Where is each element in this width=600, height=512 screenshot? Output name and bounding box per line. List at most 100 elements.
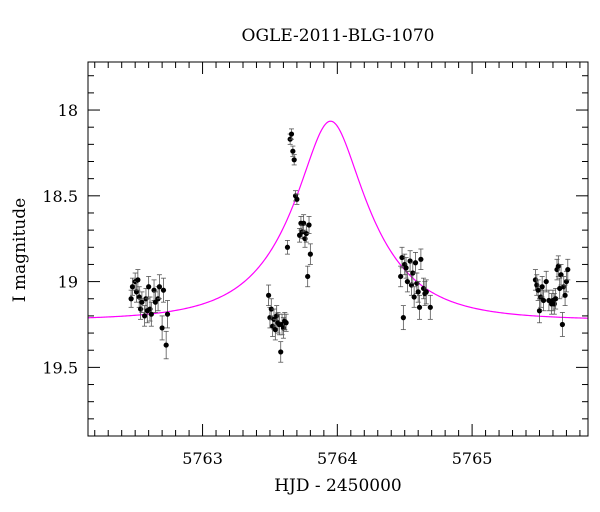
data-point [543, 270, 549, 293]
point-marker [403, 265, 409, 271]
point-marker [563, 278, 570, 285]
point-marker [559, 321, 565, 328]
point-marker [160, 287, 167, 293]
point-marker [404, 278, 411, 285]
y-tick-label: 19 [58, 273, 78, 292]
point-marker [283, 320, 289, 326]
point-marker [553, 296, 559, 302]
point-marker [303, 230, 309, 237]
x-tick-label: 5764 [317, 449, 358, 468]
point-marker [551, 301, 557, 307]
point-marker [151, 287, 157, 293]
point-marker [294, 196, 300, 202]
point-marker [137, 306, 144, 312]
point-marker [284, 244, 291, 250]
data-point [139, 291, 145, 313]
point-marker [272, 327, 278, 333]
data-point [400, 305, 406, 331]
data-point [535, 279, 541, 301]
point-marker [164, 311, 171, 317]
data-point [163, 330, 169, 360]
point-marker [543, 278, 549, 285]
point-marker [565, 266, 571, 273]
data-point [427, 294, 433, 320]
point-marker [408, 282, 415, 288]
data-point [265, 284, 272, 307]
point-marker [557, 285, 563, 292]
point-marker [305, 273, 311, 280]
data-point [283, 313, 289, 332]
data-point [272, 318, 278, 341]
point-marker [129, 284, 136, 290]
y-tick-label: 19.5 [42, 358, 78, 377]
data-point [160, 277, 167, 303]
data-point [559, 312, 565, 337]
point-marker [142, 313, 148, 319]
point-marker [558, 272, 564, 278]
point-marker [268, 306, 274, 312]
point-marker [301, 220, 307, 226]
y-tick-label: 18.5 [42, 187, 78, 206]
y-tick-label: 18 [58, 101, 78, 120]
y-axis-label: I magnitude [10, 198, 30, 302]
point-marker [136, 294, 142, 300]
point-marker [427, 304, 433, 310]
point-marker [411, 294, 417, 300]
tick-labels: 5763 5764 5765 18 18.5 19 19.5 [42, 101, 492, 468]
point-marker [415, 289, 421, 295]
data-point [128, 289, 134, 308]
point-marker [399, 254, 405, 261]
point-marker [407, 258, 413, 264]
plot-frame [87, 61, 589, 437]
point-marker [535, 287, 541, 293]
axis-ticks [88, 62, 588, 437]
data-point [540, 289, 547, 312]
data-point [399, 246, 405, 269]
data-point [156, 274, 163, 300]
chart-title: OGLE-2011-BLG-1070 [242, 26, 435, 46]
data-point [291, 154, 297, 166]
data-point [290, 145, 296, 157]
data-point [423, 279, 429, 305]
data-point [284, 240, 291, 255]
point-marker [562, 292, 568, 298]
point-marker [302, 236, 308, 242]
point-marker [536, 308, 543, 314]
point-marker [147, 306, 153, 312]
data-point [305, 265, 311, 288]
data-point [278, 341, 284, 363]
data-point [164, 300, 171, 329]
data-point [410, 262, 416, 284]
data-point [307, 243, 313, 265]
data-point [398, 265, 404, 288]
data-point [133, 281, 140, 303]
point-marker [418, 256, 424, 262]
data-point [288, 128, 295, 140]
model-curve-layer [87, 120, 589, 319]
data-point [565, 258, 571, 281]
point-marker [163, 342, 169, 348]
data-point [129, 277, 136, 296]
data-point [294, 193, 300, 205]
data-point [412, 252, 419, 274]
point-marker [400, 315, 406, 321]
point-marker [156, 284, 163, 290]
point-marker [159, 325, 165, 331]
data-point [415, 281, 421, 303]
data-point [159, 315, 165, 341]
point-marker [128, 296, 134, 302]
point-marker [306, 222, 312, 228]
point-marker [133, 289, 140, 295]
data-point [558, 264, 564, 286]
point-marker [555, 263, 561, 269]
point-marker [139, 299, 145, 305]
point-marker [265, 292, 272, 298]
point-marker [135, 277, 141, 283]
point-marker [148, 311, 154, 317]
data-point [403, 257, 409, 279]
point-marker [540, 297, 547, 304]
point-marker [416, 304, 423, 310]
x-axis-label: HJD - 2450000 [274, 476, 402, 496]
point-marker [278, 349, 284, 355]
